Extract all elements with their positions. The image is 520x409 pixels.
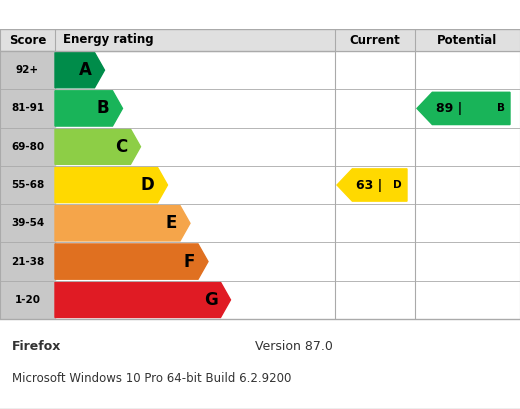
Polygon shape (55, 282, 230, 317)
Text: D: D (141, 176, 154, 194)
Bar (0, 128, 55, 166)
Polygon shape (417, 92, 510, 125)
Bar (335, 51, 520, 89)
Text: Score: Score (9, 34, 46, 47)
Bar (335, 204, 520, 243)
Bar (0, 89, 55, 128)
Text: 92+: 92+ (16, 65, 39, 75)
Text: B: B (497, 103, 505, 113)
Text: F: F (184, 253, 195, 271)
Text: 55-68: 55-68 (11, 180, 44, 190)
Polygon shape (55, 167, 167, 202)
Text: Potential: Potential (437, 34, 498, 47)
Text: 81-91: 81-91 (11, 103, 44, 113)
Bar (335, 281, 520, 319)
Text: Current: Current (349, 34, 400, 47)
Text: 21-38: 21-38 (11, 256, 44, 267)
Text: C: C (115, 138, 127, 156)
Bar (335, 89, 520, 128)
Bar (335, 243, 520, 281)
Text: D: D (393, 180, 402, 190)
Text: 1-20: 1-20 (15, 295, 41, 305)
Text: Microsoft Windows 10 Pro 64-bit Build 6.2.9200: Microsoft Windows 10 Pro 64-bit Build 6.… (12, 373, 291, 386)
Bar (0, 166, 55, 204)
Text: E: E (166, 214, 177, 232)
Polygon shape (55, 52, 105, 88)
Polygon shape (55, 91, 123, 126)
Text: Version 87.0: Version 87.0 (255, 341, 333, 353)
Bar (335, 128, 520, 166)
Bar (335, 166, 520, 204)
Polygon shape (337, 169, 407, 201)
Polygon shape (55, 206, 190, 241)
Text: A: A (79, 61, 92, 79)
Bar (0, 204, 55, 243)
Bar (0, 243, 55, 281)
Text: B: B (97, 99, 110, 117)
Text: G: G (204, 291, 217, 309)
Text: Energy rating: Energy rating (63, 34, 153, 47)
Text: 69-80: 69-80 (11, 142, 44, 152)
Text: 39-54: 39-54 (11, 218, 44, 228)
Text: 63 |: 63 | (356, 178, 383, 191)
Text: 89 |: 89 | (436, 102, 463, 115)
Bar (0, 281, 55, 319)
Text: Firefox: Firefox (12, 341, 61, 353)
Bar (0, 51, 55, 89)
Polygon shape (55, 129, 140, 164)
Bar (0, 29, 520, 51)
Polygon shape (55, 244, 208, 279)
